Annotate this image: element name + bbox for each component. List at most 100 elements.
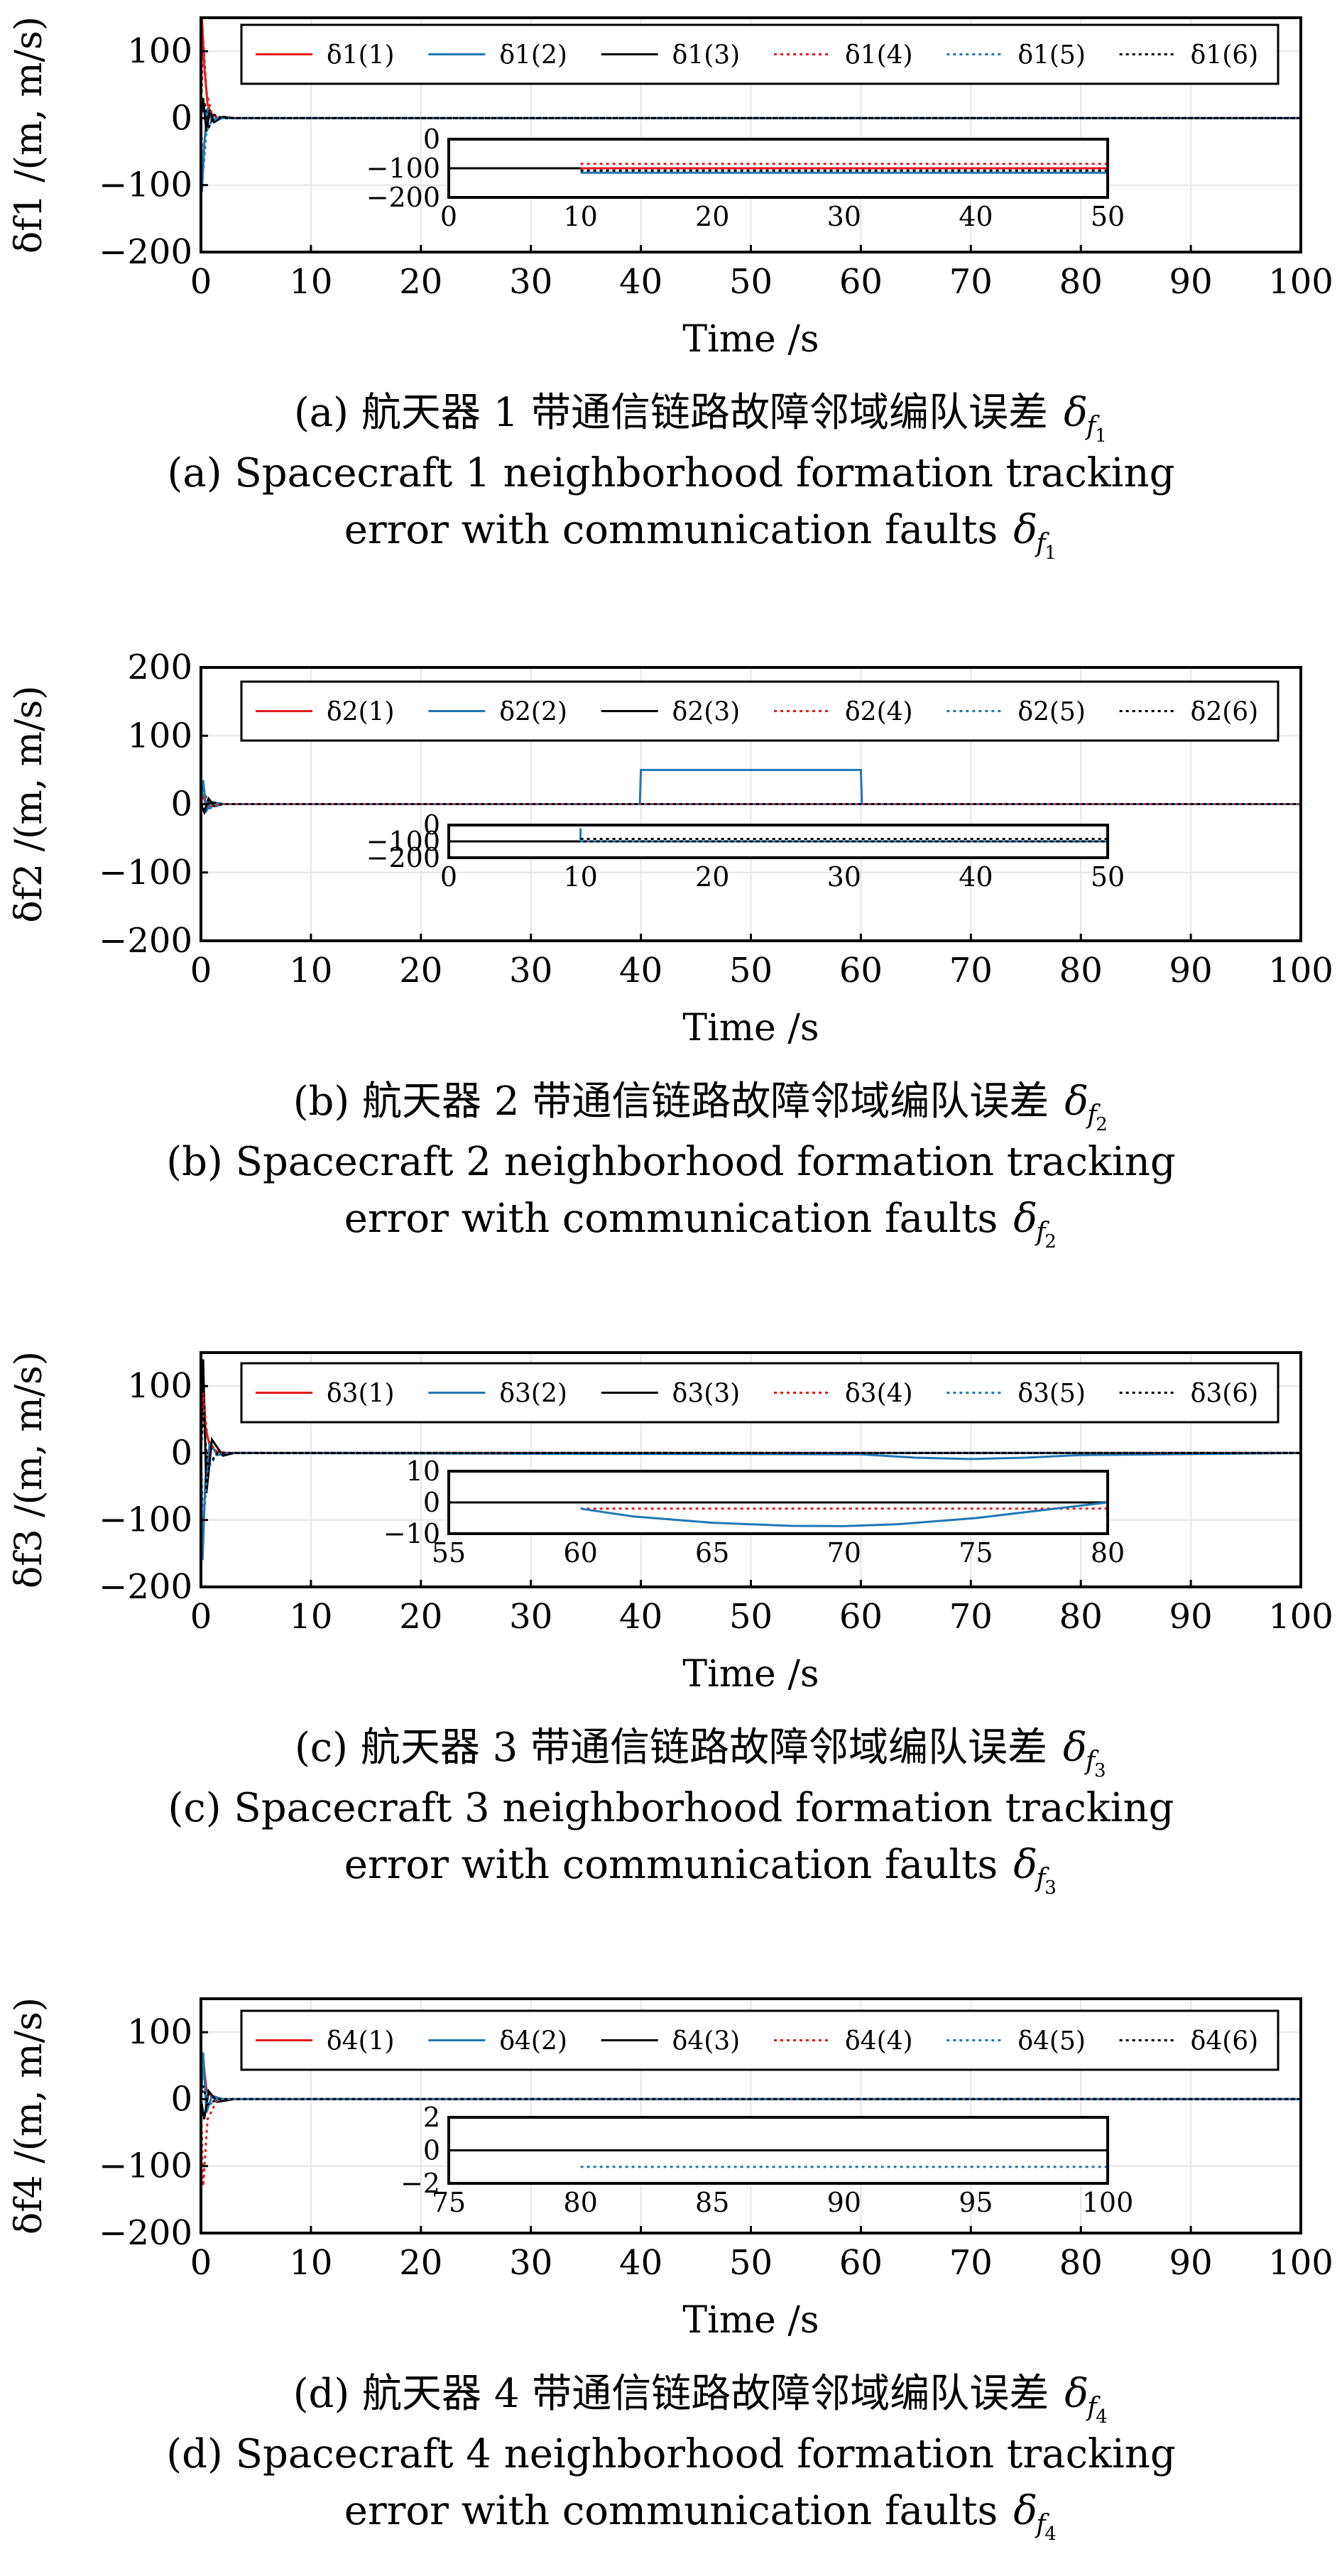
caption-en-line2: error with communication faults [344, 2488, 998, 2534]
inset-x-tick-label: 30 [827, 201, 861, 232]
x-axis-label: Time /s [682, 318, 819, 361]
x-tick-label: 50 [729, 951, 773, 990]
legend-label: δ1(2) [499, 41, 567, 70]
inset-x-tick-label: 40 [959, 861, 993, 893]
inset-y-tick-label: 0 [423, 124, 440, 155]
inset-frame [447, 824, 1109, 859]
x-tick-label: 20 [399, 262, 442, 302]
x-tick-label: 80 [1059, 2243, 1103, 2283]
y-tick-label: −200 [99, 232, 192, 272]
caption-en-line2: error with communication faults [344, 1196, 998, 1242]
inset-x-tick-label: 75 [432, 2187, 466, 2218]
legend-label: δ1(5) [1018, 41, 1086, 70]
inset-frame [447, 2116, 1109, 2185]
caption-cn: (b) 航天器 2 带通信链路故障邻域编队误差 [293, 1079, 1049, 1125]
series-group [201, 2052, 1301, 2187]
x-tick-label: 0 [190, 262, 212, 302]
caption-symbol-index: 3 [1094, 1760, 1106, 1781]
inset: 75 80 85 90 95 100 20−2 [400, 2102, 1133, 2218]
legend-label: δ2(4) [845, 698, 913, 727]
series-line-5 [201, 786, 1301, 810]
legend-label: δ2(2) [499, 698, 567, 727]
legend-label: δ1(4) [845, 41, 913, 70]
y-tick-label: −200 [99, 2213, 192, 2253]
x-tick-label: 30 [509, 2243, 552, 2283]
caption-en-line1: (c) Spacecraft 3 neighborhood formation … [168, 1785, 1174, 1831]
legend-label: δ1(3) [672, 41, 741, 70]
inset-x-tick-label: 40 [959, 201, 993, 232]
y-tick-label: 0 [170, 785, 192, 824]
inset-x-tick-label: 80 [563, 2187, 597, 2218]
caption-symbol-index: 2 [1044, 1231, 1057, 1252]
x-tick-label: 60 [839, 951, 883, 990]
y-tick-label: −200 [99, 1567, 192, 1607]
caption-symbol-index: 4 [1044, 2523, 1057, 2545]
x-tick-label: 70 [949, 1597, 993, 1637]
x-tick-label: 50 [729, 1597, 773, 1637]
inset-y-tick-label: 0 [423, 2135, 440, 2166]
inset-y-tick-label: −2 [400, 2168, 440, 2199]
legend-box [240, 680, 1280, 742]
caption-symbol-index: 3 [1044, 1877, 1057, 1899]
caption-symbol: δ [1064, 390, 1088, 436]
legend: δ1(1) δ1(2) δ1(3) δ1(4) δ1(5) δ1(6) [240, 23, 1280, 85]
caption-en-line1: (b) Spacecraft 2 neighborhood formation … [166, 1139, 1175, 1185]
x-axis-label: Time /s [682, 2299, 819, 2342]
series-group [201, 18, 1301, 192]
x-tick-label: 70 [949, 2243, 993, 2283]
legend: δ2(1) δ2(2) δ2(3) δ2(4) δ2(5) δ2(6) [240, 680, 1280, 742]
panel-2: 0 10 20 30 40 50 60 70 80 90 1002001000−100−200Tim… [8, 648, 1333, 1252]
caption-symbol: δ [1064, 1079, 1089, 1125]
x-tick-label: 50 [729, 262, 773, 302]
y-axis-label: δf1 /(m, m/s) [8, 16, 50, 253]
inset-x-tick-label: 100 [1082, 2187, 1134, 2218]
x-tick-label: 10 [289, 262, 332, 302]
series-line-6 [201, 1412, 1301, 1470]
legend-box [240, 1362, 1280, 1424]
legend-label: δ3(6) [1191, 1380, 1259, 1409]
inset-x-tick-label: 55 [432, 1537, 466, 1568]
inset-y-tick-label: −100 [366, 153, 440, 184]
series-line-6 [201, 101, 1301, 133]
x-tick-label: 10 [289, 2243, 332, 2283]
inset-x-tick-label: 85 [695, 2187, 729, 2218]
inset-y-tick-label: −10 [383, 1518, 440, 1549]
legend-label: δ4(3) [672, 2027, 741, 2056]
x-tick-label: 30 [509, 262, 552, 302]
inset-x-tick-label: 50 [1091, 861, 1125, 893]
inset-x-tick-label: 60 [563, 1537, 597, 1568]
y-tick-label: −100 [99, 2146, 192, 2186]
legend-label: δ2(1) [327, 698, 395, 727]
inset-x-tick-label: 20 [695, 201, 729, 232]
caption-symbol: δ [1013, 507, 1037, 553]
x-axis-label: Time /s [682, 1653, 819, 1696]
y-tick-label: −100 [99, 853, 192, 893]
y-axis-label: δf2 /(m, m/s) [8, 685, 50, 922]
series-line-5 [201, 1451, 1301, 1527]
legend-label: δ3(1) [327, 1380, 395, 1409]
series-group [201, 768, 1301, 816]
legend-box [240, 23, 1280, 85]
x-tick-label: 10 [289, 1597, 332, 1637]
y-tick-label: −100 [99, 165, 192, 205]
x-tick-label: 80 [1059, 1597, 1103, 1637]
legend-box [240, 2009, 1280, 2071]
caption-symbol-index: 1 [1044, 542, 1057, 564]
legend-label: δ4(4) [845, 2027, 913, 2056]
x-tick-label: 50 [729, 2243, 773, 2283]
inset-frame [447, 1470, 1109, 1535]
inset-x-tick-label: 0 [440, 861, 457, 893]
legend-label: δ2(3) [672, 698, 741, 727]
inset-y-tick-label: 0 [423, 809, 440, 841]
caption-cn: (c) 航天器 3 带通信链路故障邻域编队误差 [295, 1725, 1047, 1771]
inset-y-tick-label: 2 [423, 2102, 440, 2133]
x-tick-label: 20 [399, 1597, 442, 1637]
inset: 0 10 20 30 40 50 0−100−200 [366, 809, 1125, 893]
inset-x-tick-label: 80 [1091, 1537, 1125, 1568]
inset-y-tick-label: 0 [423, 1487, 440, 1518]
y-tick-label: −100 [99, 1500, 192, 1540]
x-tick-label: 90 [1169, 2243, 1213, 2283]
